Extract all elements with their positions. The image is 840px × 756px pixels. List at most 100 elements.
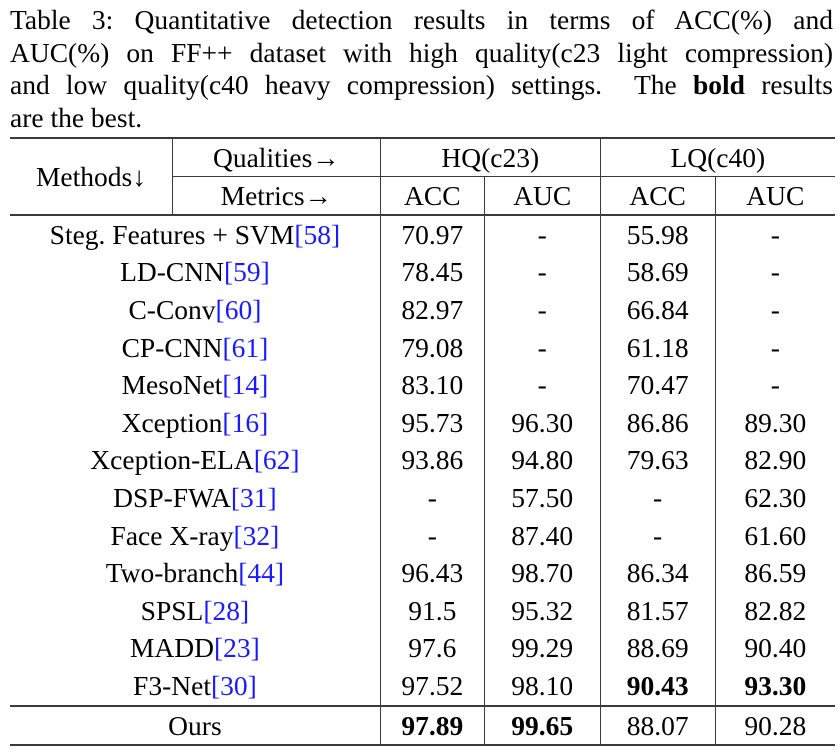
- citation-link[interactable]: [59]: [223, 256, 270, 288]
- citation-link[interactable]: [31]: [230, 481, 277, 513]
- citation-link[interactable]: [61]: [222, 331, 269, 363]
- citation-link[interactable]: [32]: [233, 519, 280, 551]
- header-metrics: Metrics→: [171, 176, 381, 216]
- value-lq-auc: 86.59: [744, 557, 807, 589]
- method-cell: C-Conv[60]: [10, 291, 380, 329]
- header-lq-label: LQ(c40): [670, 141, 766, 173]
- value-cell-hq-auc: 98.70: [483, 554, 601, 592]
- value-hq-auc: -: [537, 256, 547, 288]
- value-lq-acc: 61.18: [626, 331, 689, 363]
- value-hq-acc: 97.52: [401, 669, 464, 701]
- value-lq-acc: 70.47: [626, 369, 689, 401]
- citation-link[interactable]: [62]: [253, 444, 300, 476]
- value-lq-auc: -: [770, 293, 780, 325]
- value-hq-acc: 91.5: [408, 594, 457, 626]
- method-name: Steg. Features + SVM: [49, 218, 295, 250]
- method-name: Xception: [121, 406, 223, 438]
- method-cell: CP-CNN[61]: [10, 329, 380, 367]
- value-hq-auc: 98.10: [511, 669, 574, 701]
- value-hq-auc: -: [537, 218, 547, 250]
- caption-line-3: and low quality(c40 heavy compression) s…: [10, 69, 833, 102]
- value-lq-acc: 58.69: [626, 256, 689, 288]
- method-name: Face X-ray: [110, 519, 234, 551]
- value-cell-hq-acc: 91.5: [379, 591, 485, 630]
- header-methods-label: Methods↓: [35, 160, 146, 192]
- citation-link[interactable]: [28]: [203, 594, 250, 626]
- value-lq-auc: 89.30: [744, 406, 807, 438]
- header-row-qualities: Methods↓ Qualities→ HQ(c23) LQ(c40): [10, 137, 835, 216]
- header-hq-label: HQ(c23): [441, 141, 540, 173]
- header-lq-auc-label: AUC: [746, 179, 805, 211]
- value-lq-acc: 86.34: [626, 557, 689, 589]
- value-cell-hq-acc: 78.45: [379, 253, 485, 292]
- value-cell-lq-auc: 62.30: [714, 479, 835, 517]
- value-cell-lq-acc: 79.63: [599, 441, 716, 480]
- method-name: Xception-ELA: [90, 444, 254, 476]
- value-cell-hq-acc: 97.52: [379, 667, 485, 706]
- value-cell-hq-auc: 87.40: [483, 516, 601, 555]
- method-name: Ours: [168, 709, 222, 741]
- table-row: MesoNet[14] 83.10 - 70.47 -: [10, 366, 835, 404]
- citation-link[interactable]: [16]: [222, 406, 269, 438]
- value-cell-hq-acc: 96.43: [379, 554, 485, 592]
- value-cell-lq-acc: 88.69: [599, 629, 716, 668]
- value-hq-acc: -: [427, 481, 437, 513]
- value-cell-hq-acc: 70.97: [379, 215, 485, 254]
- method-name: Two-branch: [105, 557, 239, 589]
- method-name: CP-CNN: [121, 331, 223, 363]
- method-name: SPSL: [140, 594, 204, 626]
- table-caption: Table 3: Quantitative detection results …: [10, 4, 833, 134]
- citation-link[interactable]: [44]: [238, 557, 285, 589]
- method-cell: Two-branch[44]: [10, 554, 380, 592]
- value-cell-lq-acc: 70.47: [599, 366, 716, 404]
- value-lq-acc: 88.07: [626, 709, 689, 741]
- citation-link[interactable]: [14]: [222, 369, 269, 401]
- citation-link[interactable]: [58]: [294, 218, 341, 250]
- caption-line-3-pre: and low quality(c40 heavy compression) s…: [10, 69, 693, 100]
- header-lq-acc-label: ACC: [629, 179, 686, 211]
- value-cell-hq-auc: 94.80: [483, 441, 601, 480]
- value-hq-auc: 94.80: [511, 444, 574, 476]
- table-row: LD-CNN[59] 78.45 - 58.69 -: [10, 253, 835, 292]
- value-cell-hq-acc: -: [379, 516, 485, 555]
- value-lq-auc: -: [770, 331, 780, 363]
- method-cell: Face X-ray[32]: [10, 517, 380, 555]
- citation-link[interactable]: [60]: [215, 293, 262, 325]
- value-cell-lq-acc: 86.86: [599, 403, 716, 442]
- value-hq-acc: -: [427, 519, 437, 551]
- value-hq-auc: 87.40: [511, 519, 574, 551]
- results-table: Methods↓ Qualities→ HQ(c23) LQ(c40) Metr…: [10, 137, 835, 747]
- value-cell-hq-auc: -: [483, 215, 601, 254]
- value-cell-hq-acc: 93.86: [379, 441, 485, 480]
- value-cell-hq-auc: 96.30: [483, 403, 601, 442]
- table-row: MADD[23] 97.6 99.29 88.69 90.40: [10, 629, 835, 668]
- value-cell-lq-auc: 82.90: [714, 441, 835, 480]
- header-hq-acc: ACC: [379, 176, 485, 216]
- value-cell-hq-acc: 79.08: [379, 328, 485, 367]
- value-lq-auc: 82.90: [744, 444, 807, 476]
- value-hq-auc: 99.65: [511, 709, 574, 741]
- value-cell-lq-acc: -: [599, 479, 716, 517]
- method-cell: SPSL[28]: [10, 592, 380, 630]
- value-lq-acc: -: [653, 519, 663, 551]
- value-cell-lq-auc: -: [714, 291, 835, 329]
- header-lq: LQ(c40): [599, 137, 835, 177]
- value-cell-hq-acc: 83.10: [379, 366, 485, 404]
- method-name: MesoNet: [121, 369, 223, 401]
- value-cell-lq-acc: 55.98: [599, 215, 716, 254]
- value-hq-auc: -: [537, 293, 547, 325]
- method-name: LD-CNN: [120, 256, 224, 288]
- citation-link[interactable]: [30]: [210, 669, 257, 701]
- value-cell-lq-acc: 61.18: [599, 328, 716, 367]
- value-lq-auc: 90.28: [744, 709, 807, 741]
- citation-link[interactable]: [23]: [214, 632, 260, 664]
- value-hq-auc: -: [537, 369, 547, 401]
- value-cell-hq-auc: 99.65: [483, 704, 601, 747]
- value-cell-lq-auc: -: [714, 366, 835, 404]
- value-cell-lq-acc: 81.57: [599, 591, 716, 630]
- method-cell: LD-CNN[59]: [10, 254, 380, 292]
- value-cell-lq-acc: 86.34: [599, 554, 716, 592]
- value-hq-auc: 98.70: [511, 557, 574, 589]
- header-hq-acc-label: ACC: [404, 179, 461, 211]
- value-cell-lq-auc: -: [714, 215, 835, 254]
